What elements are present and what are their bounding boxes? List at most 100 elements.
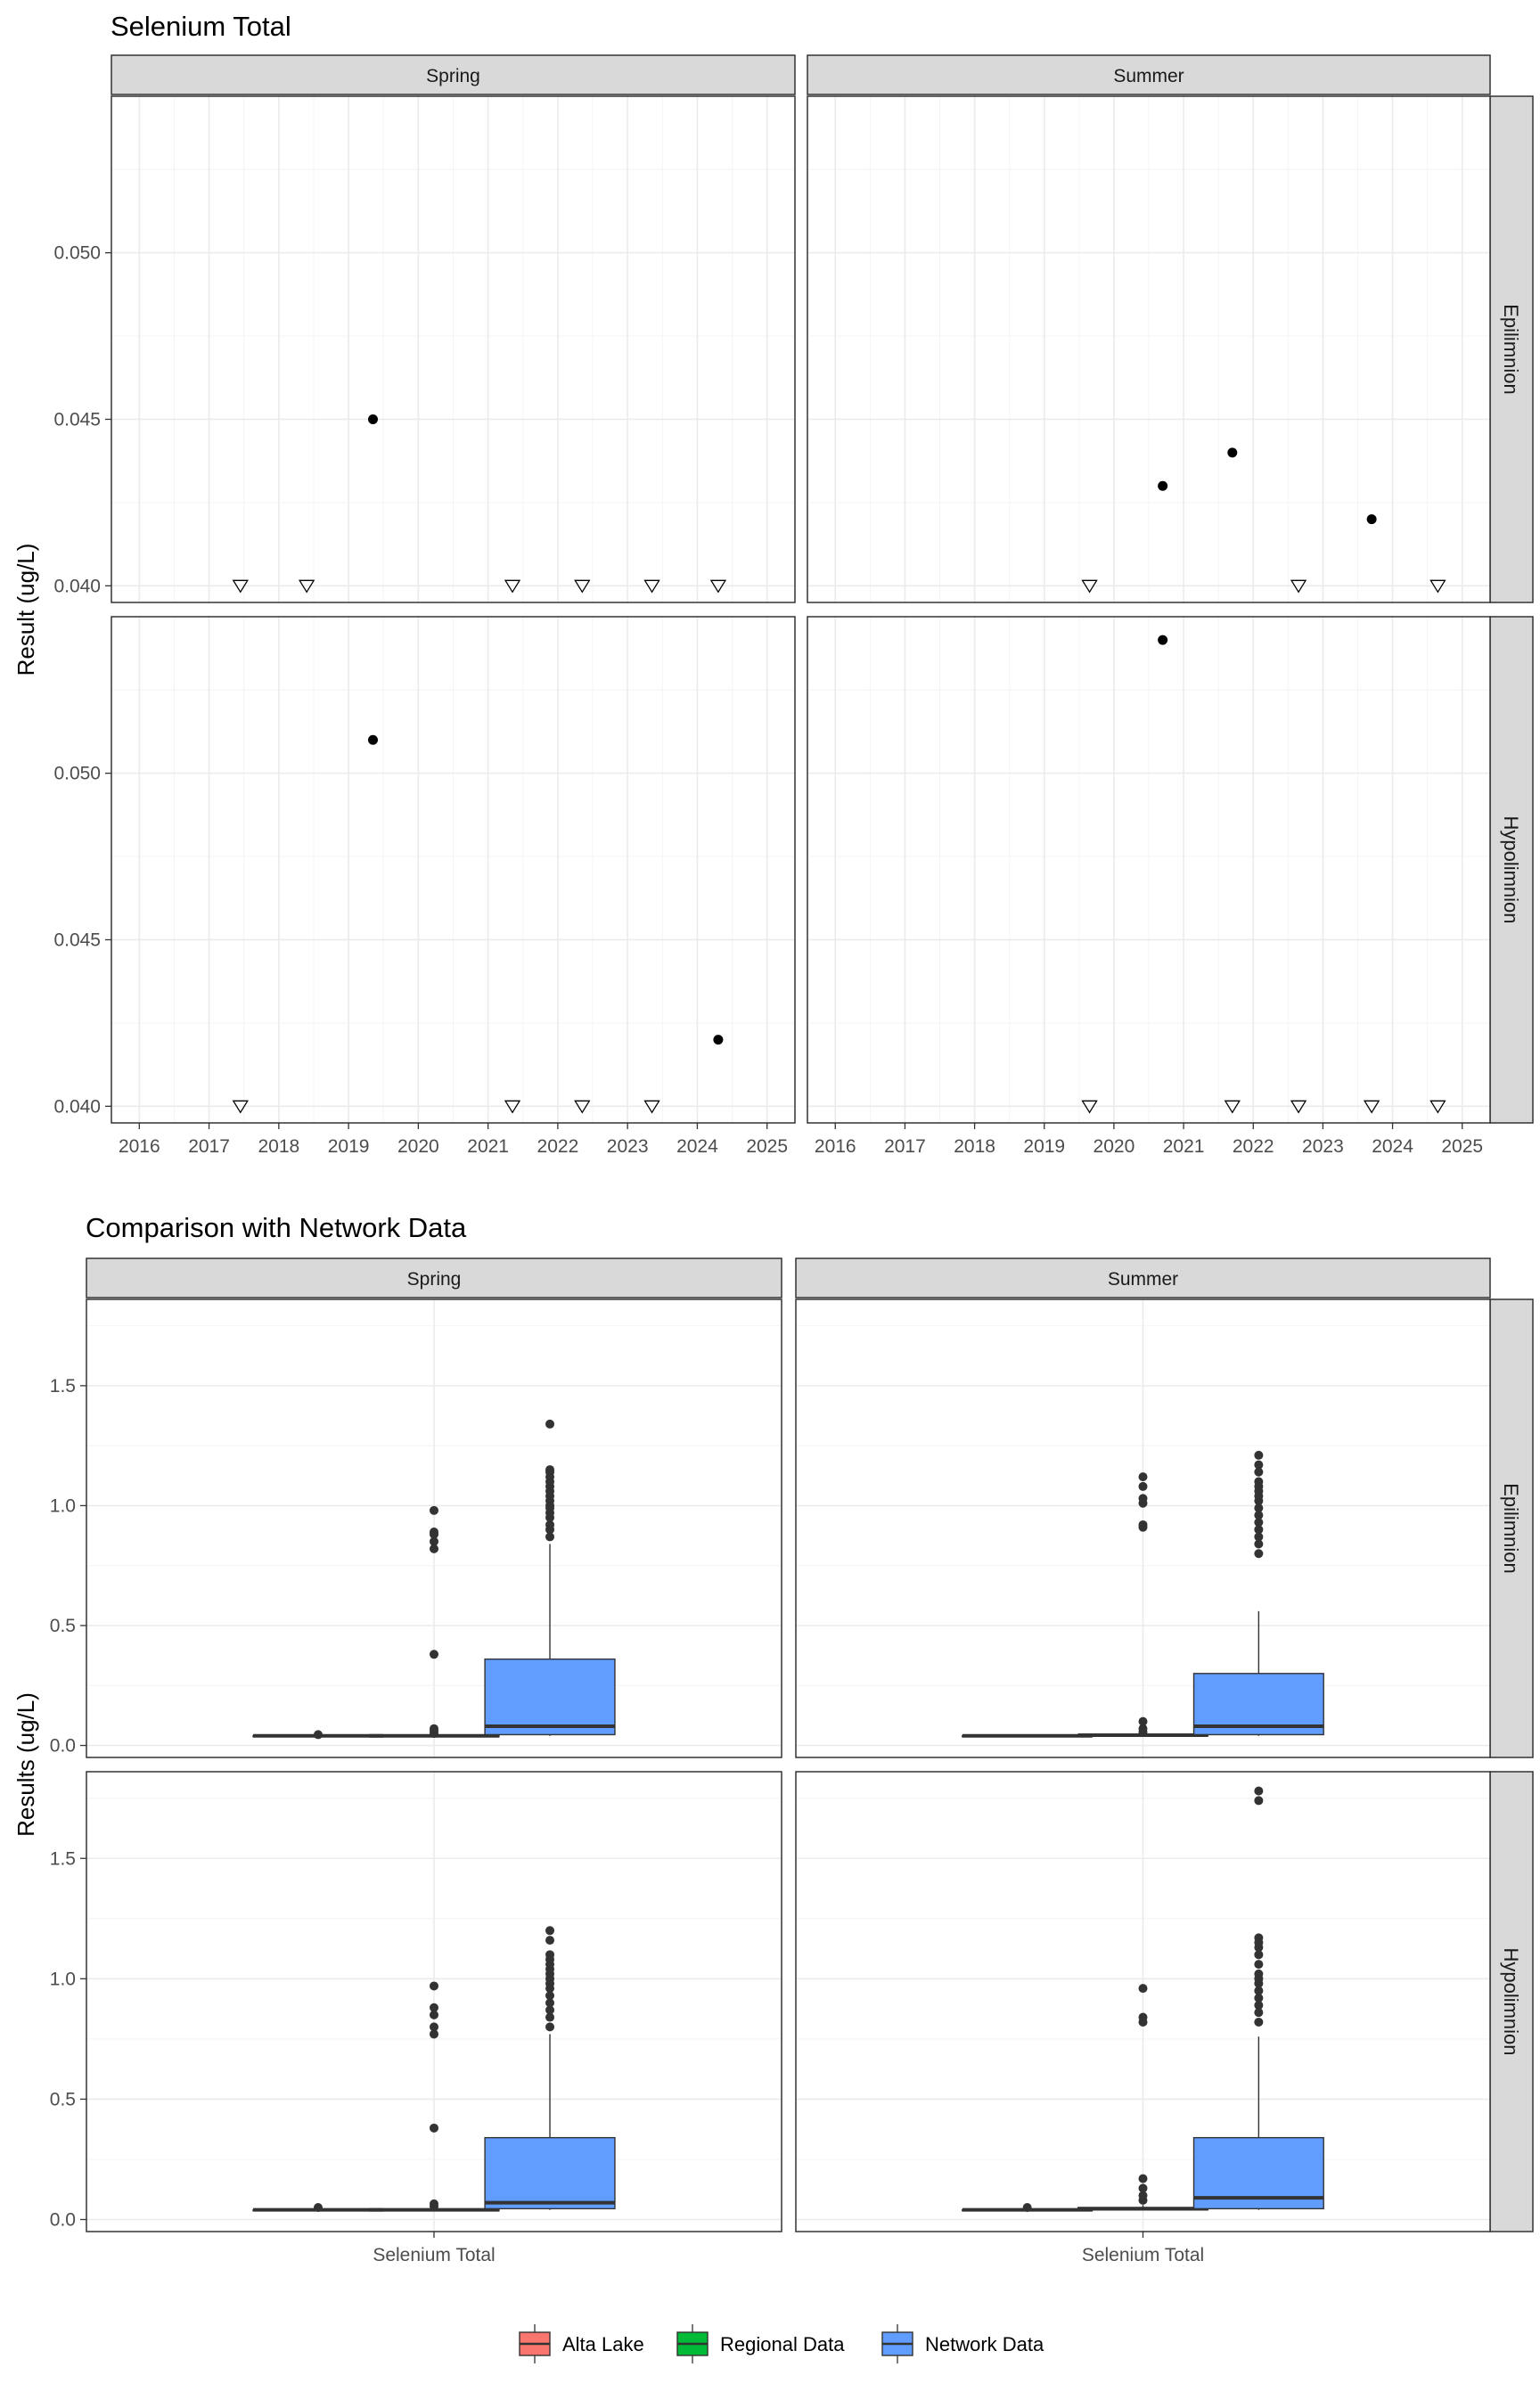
outlier-point	[1138, 1519, 1148, 1529]
non-detect-point	[1363, 1100, 1380, 1114]
non-detect-point	[504, 1100, 521, 1114]
outlier-point	[1138, 1984, 1148, 1994]
non-detect-point	[643, 1100, 660, 1114]
y-tick-label: 0.040	[53, 576, 101, 596]
outlier-point	[1138, 1481, 1148, 1491]
outlier-point	[1138, 1716, 1148, 1726]
outlier-point	[545, 1950, 555, 1960]
y-tick-label: 0.045	[53, 409, 101, 430]
outlier-point	[430, 2199, 438, 2208]
box-network-data	[484, 1419, 616, 1736]
outlier-point	[430, 2029, 438, 2039]
chart-title: Selenium Total	[111, 11, 291, 42]
outlier-point	[1254, 1786, 1264, 1796]
non-detect-point	[1429, 579, 1446, 594]
outlier-point	[545, 1519, 555, 1529]
non-detect-point	[574, 579, 591, 594]
x-tick-label: Selenium Total	[373, 2245, 495, 2265]
outlier-point	[1138, 2183, 1148, 2193]
y-tick-label: 0.0	[50, 1736, 76, 1757]
x-tick-label: 2017	[884, 1136, 926, 1157]
outlier-point	[430, 1650, 438, 1659]
legend-item: Regional Data	[676, 2324, 845, 2363]
x-tick-label: 2024	[676, 1136, 718, 1157]
legend-label: Regional Data	[720, 2333, 845, 2355]
outlier-point	[430, 2003, 438, 2012]
box-body	[484, 2136, 616, 2210]
detected-point	[1366, 514, 1377, 525]
y-tick-label: 1.0	[50, 1495, 76, 1516]
outlier-point	[1254, 1511, 1264, 1520]
non-detect-point	[298, 579, 315, 594]
outlier-point	[1254, 1796, 1264, 1806]
row-strip-label: Epilimnion	[1500, 304, 1522, 395]
legend-label: Alta Lake	[562, 2333, 644, 2355]
outlier-point	[1254, 1467, 1264, 1477]
outlier-point	[545, 2012, 555, 2022]
column-strip-label: Spring	[407, 1269, 462, 1290]
outlier-point	[545, 2005, 555, 2015]
outlier-point	[1254, 1950, 1264, 1960]
x-tick-label: 2023	[607, 1136, 649, 1157]
outlier-point	[545, 1998, 555, 2008]
outlier-point	[1254, 1986, 1264, 1995]
y-tick-label: 0.0	[50, 2209, 76, 2230]
box-network-data	[484, 1926, 616, 2210]
outlier-point	[430, 1724, 438, 1733]
outlier-point	[1254, 2001, 1264, 2011]
box-network-data	[1192, 1450, 1324, 1736]
legend-item: Alta Lake	[519, 2324, 644, 2363]
non-detect-point	[643, 579, 660, 594]
non-detect-point	[1290, 579, 1307, 594]
outlier-point	[1138, 2012, 1148, 2022]
outlier-point	[313, 1730, 323, 1740]
outlier-point	[1138, 2174, 1148, 2183]
box-regional-data	[1077, 1984, 1209, 2211]
column-strip-label: Spring	[426, 66, 480, 86]
outlier-point	[1254, 2017, 1264, 2027]
row-strip: Hypolimnion	[1489, 1771, 1534, 2232]
row-strip: Epilimnion	[1489, 1298, 1534, 1758]
box-regional-data	[1077, 1472, 1209, 1737]
outlier-point	[430, 1544, 438, 1553]
outlier-point	[1254, 1549, 1264, 1559]
legend-item: Network Data	[881, 2324, 1044, 2363]
column-strip: Summer	[807, 54, 1491, 95]
non-detect-point	[574, 1100, 591, 1114]
x-tick-label: 2021	[467, 1136, 509, 1157]
y-axis-label: Results (ug/L)	[12, 1692, 39, 1837]
non-detect-point	[1081, 1100, 1098, 1114]
x-tick-label: 2022	[1233, 1136, 1274, 1157]
y-tick-label: 0.040	[53, 1096, 101, 1117]
y-tick-label: 0.5	[50, 2089, 76, 2109]
outlier-point	[1254, 1933, 1264, 1943]
outlier-point	[545, 1532, 555, 1542]
outlier-point	[545, 1936, 555, 1945]
x-tick-label: 2025	[1441, 1136, 1483, 1157]
detected-point	[367, 734, 378, 745]
x-tick-label: 2021	[1163, 1136, 1205, 1157]
outlier-point	[1254, 1477, 1264, 1487]
row-strip: Hypolimnion	[1489, 616, 1534, 1124]
chart-network-comparison: Comparison with Network Data Results (ug/…	[12, 1212, 1534, 2363]
row-strip-label: Hypolimnion	[1500, 1947, 1522, 2055]
y-tick-label: 0.5	[50, 1616, 76, 1636]
row-strip: Epilimnion	[1489, 95, 1534, 603]
non-detect-point	[1224, 1100, 1241, 1114]
outlier-point	[430, 2010, 438, 2019]
x-tick-label: 2018	[954, 1136, 995, 1157]
outlier-point	[430, 2022, 438, 2032]
facet-panel	[795, 1298, 1491, 1758]
outlier-point	[1022, 2202, 1032, 2212]
row-strip-label: Epilimnion	[1500, 1483, 1522, 1574]
outlier-point	[1138, 1472, 1148, 1482]
outlier-point	[545, 2022, 555, 2032]
column-strip: Summer	[795, 1257, 1491, 1298]
x-tick-label: 2019	[328, 1136, 370, 1157]
outlier-point	[430, 1505, 438, 1515]
x-tick-label: 2020	[1094, 1136, 1135, 1157]
column-strip-label: Summer	[1108, 1269, 1178, 1290]
outlier-point	[313, 2202, 323, 2212]
